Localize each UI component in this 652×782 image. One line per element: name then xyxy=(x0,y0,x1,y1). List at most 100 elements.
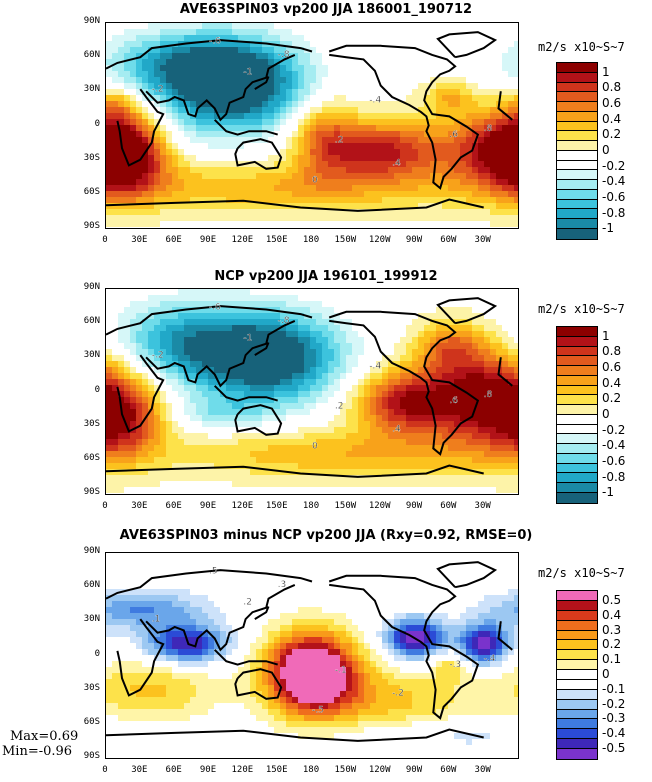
colorbar-label: 0.1 xyxy=(602,652,622,667)
lon-tick-label: 120W xyxy=(368,235,391,245)
lon-tick-label: 60E xyxy=(165,235,182,245)
colorbar-swatch xyxy=(557,473,597,484)
panel-title: AVE63SPIN03 minus NCP vp200 JJA (Rxy=0.9… xyxy=(119,528,533,543)
lon-tick-label: 150W xyxy=(334,765,357,775)
lon-tick-label: 90E xyxy=(199,765,217,775)
contour-label: .2 xyxy=(335,136,344,146)
colorbar-label: 0.2 xyxy=(602,127,622,142)
lon-tick-label: 150W xyxy=(334,501,357,511)
lat-tick-label: 0 xyxy=(94,648,100,659)
colorbar-swatch xyxy=(557,739,597,749)
lon-tick-label: 60E xyxy=(165,765,182,775)
contour-map: -.6 -.8 -1 -.2 .2 .4 .6 .8 0 -.4 xyxy=(105,22,519,229)
colorbar-label: -0.4 xyxy=(602,174,626,189)
lat-tick-label: 90N xyxy=(83,546,100,556)
map-canvas: -.6 -.8 -1 -.2 .2 .4 .6 .8 0 -.4 xyxy=(106,289,518,494)
lon-tick-label: 150E xyxy=(265,501,288,511)
units-label: m2/s x10~S~7 xyxy=(538,566,625,580)
lat-tick-label: 30N xyxy=(83,350,100,361)
colorbar-swatch xyxy=(557,493,597,503)
colorbar-swatch xyxy=(557,444,597,454)
colorbar-label: -0.5 xyxy=(602,741,626,756)
colorbar-label: -0.6 xyxy=(602,453,626,468)
colorbar-swatch xyxy=(557,356,597,367)
lon-tick-label: 120W xyxy=(368,765,391,775)
contour-label: .2 xyxy=(243,597,252,607)
field-shading xyxy=(106,553,518,758)
lon-tick-label: 90W xyxy=(405,765,423,775)
colorbar-swatch xyxy=(557,375,597,386)
colorbar-swatch xyxy=(557,729,597,740)
contour-label: -.4 xyxy=(484,654,496,664)
lon-tick-label: 90W xyxy=(405,235,423,245)
contour-map: .5 .3 .2 .1 -.1 -.2 -.3 -.4 -.5 xyxy=(105,552,519,759)
colorbar-swatch xyxy=(557,111,597,122)
lon-tick-label: 30E xyxy=(131,235,148,245)
colorbar-label: -0.2 xyxy=(602,422,626,437)
coastlines xyxy=(106,561,513,742)
colorbar-label: -0.3 xyxy=(602,711,626,726)
map-panel-3: AVE63SPIN03 minus NCP vp200 JJA (Rxy=0.9… xyxy=(0,528,652,782)
lat-tick-label: 90N xyxy=(83,282,100,292)
contour-label: .2 xyxy=(335,402,344,412)
contour-label: .5 xyxy=(209,567,218,577)
lon-tick-label: 0 xyxy=(102,235,108,245)
contour-label: -.4 xyxy=(369,362,381,372)
colorbar-swatch xyxy=(557,640,597,651)
lat-tick-label: 60S xyxy=(83,186,100,197)
contour-map: -.6 -.8 -1 -.2 .2 .4 .6 .8 0 -.4 xyxy=(105,288,519,495)
colorbar-swatch xyxy=(557,434,597,445)
colorbar-swatch xyxy=(557,679,597,690)
lat-tick-label: 90S xyxy=(83,221,100,231)
colorbar-label: -1 xyxy=(602,485,614,500)
map-canvas: -.6 -.8 -1 -.2 .2 .4 .6 .8 0 -.4 xyxy=(106,23,518,228)
colorbar-label: -0.4 xyxy=(602,438,626,453)
colorbar-label: 0 xyxy=(602,407,610,421)
lat-tick-label: 90N xyxy=(83,16,100,26)
colorbar-label: -0.2 xyxy=(602,696,626,711)
contour-label: .8 xyxy=(484,390,493,400)
field-shading xyxy=(106,289,518,494)
lon-tick-label: 180 xyxy=(302,765,320,775)
lon-tick-label: 150E xyxy=(265,235,288,245)
colorbar-swatch xyxy=(557,591,597,601)
map-canvas: .5 .3 .2 .1 -.1 -.2 -.3 -.4 -.5 xyxy=(106,553,518,758)
panel-title: AVE63SPIN03 vp200 JJA 186001_190712 xyxy=(179,2,473,17)
contour-label: -.8 xyxy=(278,316,290,326)
units-label: m2/s x10~S~7 xyxy=(538,302,625,316)
colorbar-swatch xyxy=(557,121,597,132)
colorbar-swatch xyxy=(557,131,597,142)
colorbar-swatch xyxy=(557,92,597,103)
colorbar-label: 0.4 xyxy=(602,111,622,126)
lon-tick-label: 150W xyxy=(334,235,357,245)
colorbar-swatch xyxy=(557,336,597,347)
lon-tick-label: 0 xyxy=(102,501,108,511)
lat-tick-label: 60S xyxy=(83,452,100,463)
lon-tick-label: 180 xyxy=(302,501,320,511)
colorbar-label: -0.8 xyxy=(602,469,626,484)
lon-tick-label: 60W xyxy=(440,235,457,245)
map-panel-1: AVE63SPIN03 vp200 JJA 186001_190712 -.6-… xyxy=(0,0,652,262)
lat-tick-label: 0 xyxy=(94,384,100,395)
colorbar-swatch xyxy=(557,366,597,376)
contour-label: -.6 xyxy=(209,303,221,313)
colorbar-label: 0.8 xyxy=(602,344,622,359)
coastlines xyxy=(106,31,513,212)
lat-tick-label: 90S xyxy=(83,487,100,497)
contour-label: 0 xyxy=(312,175,318,185)
lat-tick-label: 60N xyxy=(83,580,100,591)
colorbar-swatch xyxy=(557,650,597,661)
colorbar-label: -0.8 xyxy=(602,205,626,220)
colorbar-swatch xyxy=(557,719,597,730)
contour-label: .8 xyxy=(484,124,493,134)
colorbar-swatch xyxy=(557,170,597,181)
lon-tick-label: 30W xyxy=(474,765,491,775)
contour-label: -.2 xyxy=(392,688,404,698)
contour-label: 0 xyxy=(312,441,318,451)
contour-label: -.2 xyxy=(152,84,164,94)
colorbar-swatch xyxy=(557,600,597,611)
colorbar-swatch xyxy=(557,414,597,425)
colorbar-label: -0.6 xyxy=(602,189,626,204)
colorbar-swatch xyxy=(557,199,597,210)
colorbar-swatch xyxy=(557,209,597,220)
